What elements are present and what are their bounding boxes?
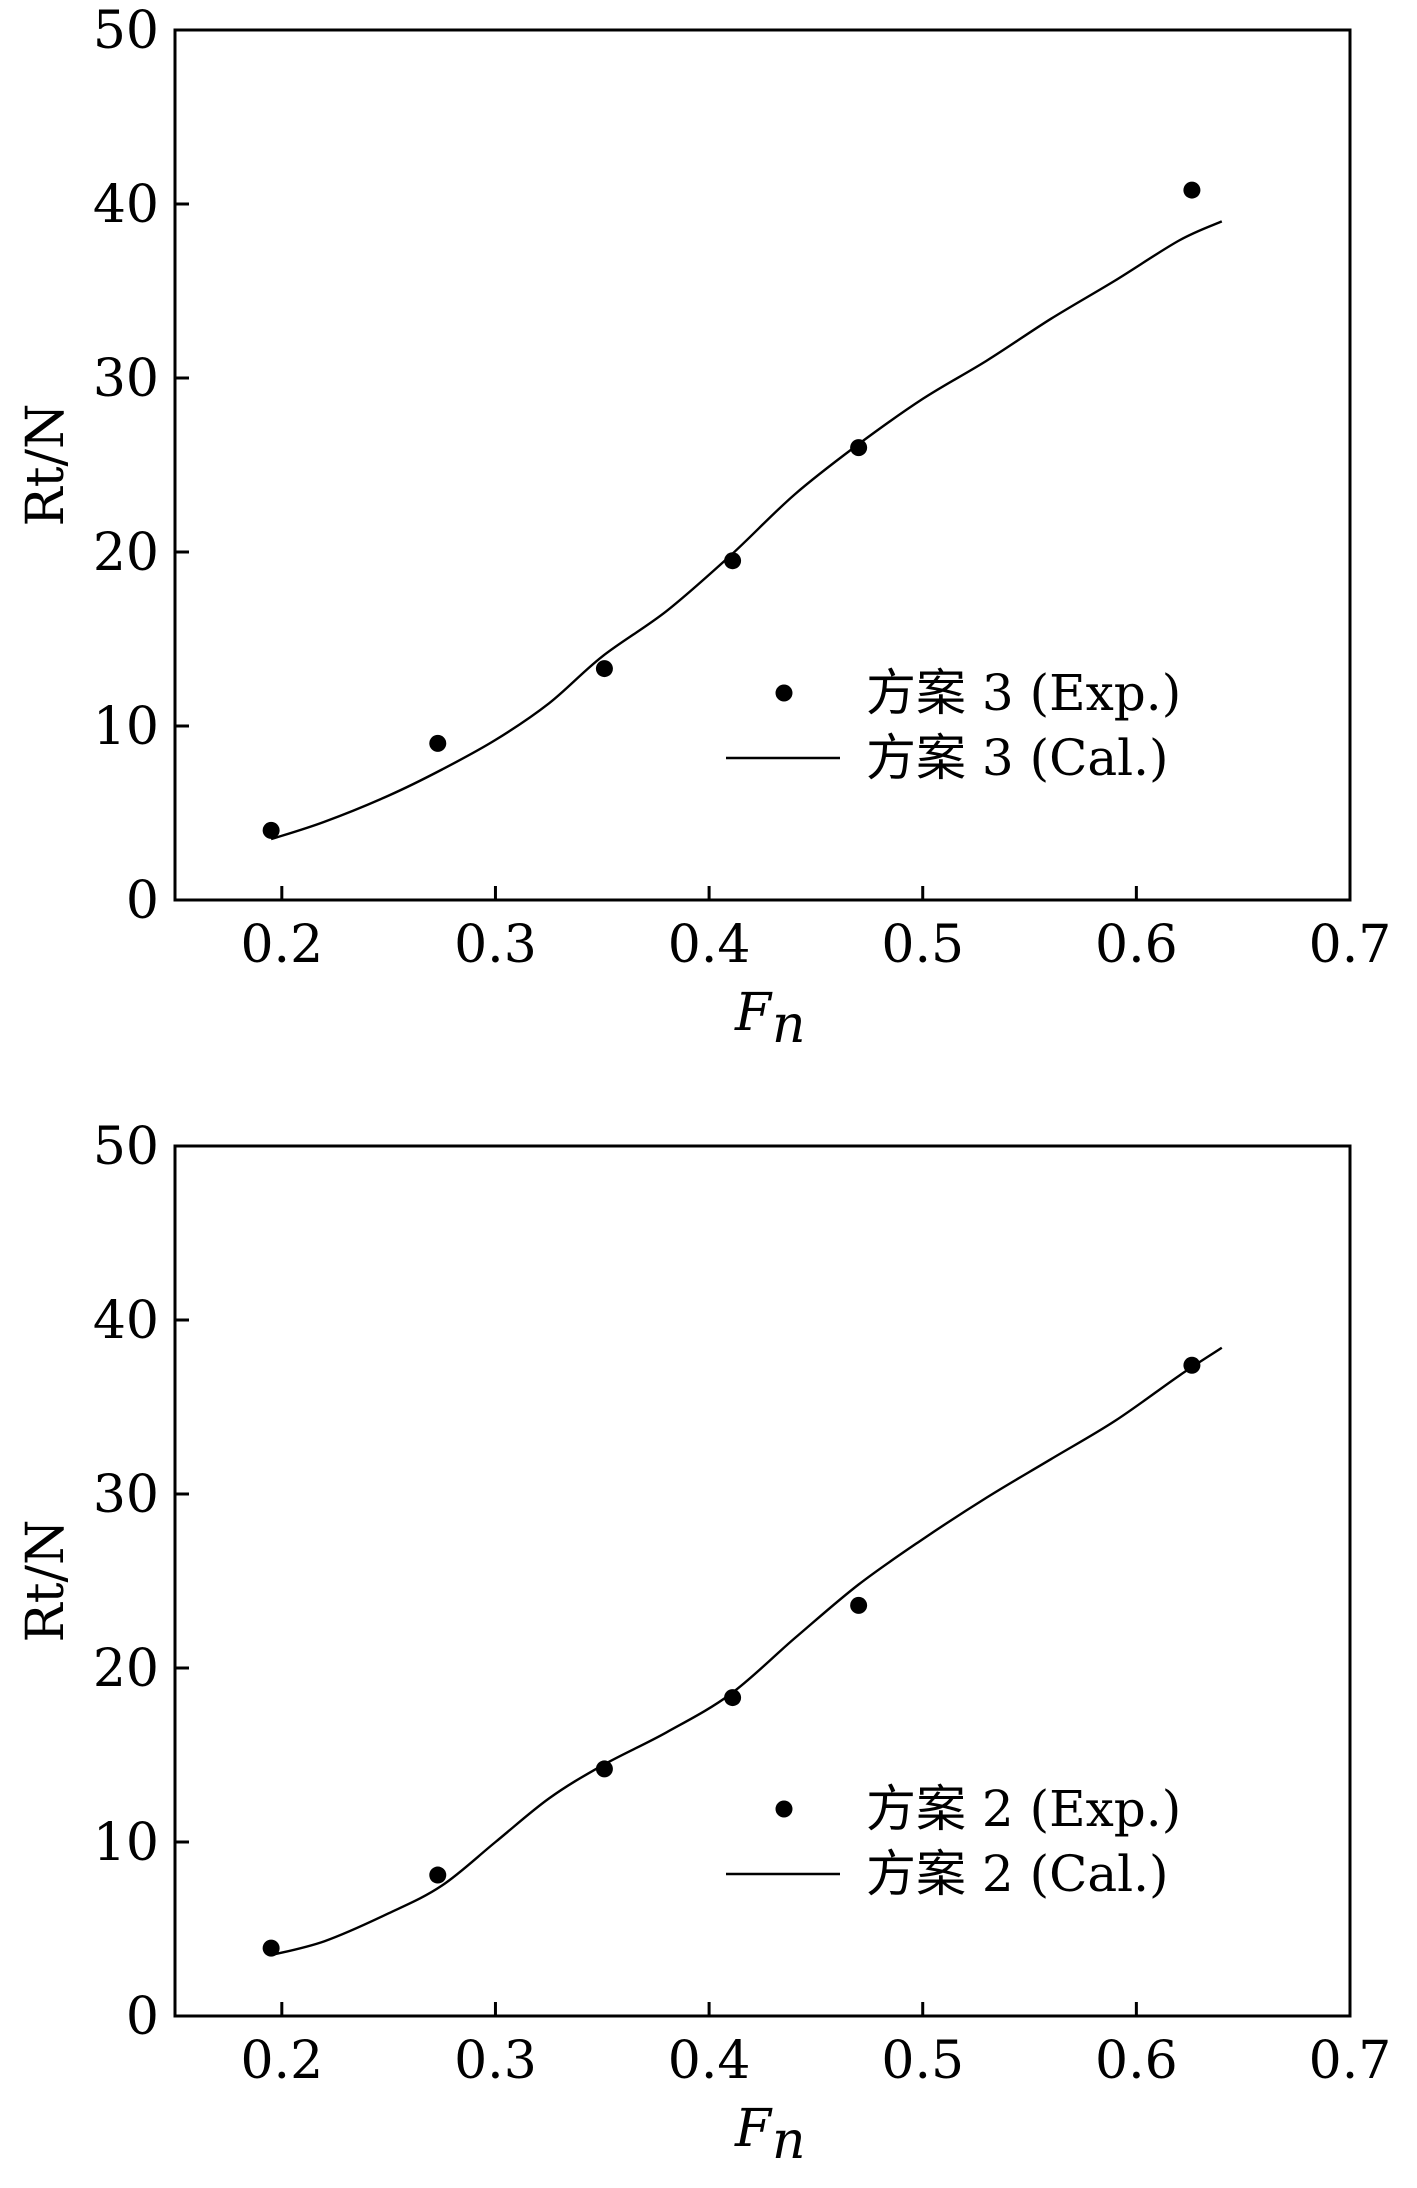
data-point-experimental bbox=[429, 734, 447, 752]
legend-label-calculated: 方案 2 (Cal.) bbox=[866, 1845, 1169, 1903]
x-tick-label: 0.2 bbox=[240, 915, 323, 975]
plot-frame bbox=[173, 28, 1352, 902]
data-point-experimental bbox=[429, 1866, 447, 1884]
legend-marker-experimental bbox=[775, 684, 793, 702]
legend-label-experimental: 方案 3 (Exp.) bbox=[866, 664, 1181, 722]
series-line-calculated bbox=[270, 1346, 1223, 1957]
data-point-experimental bbox=[1183, 181, 1201, 199]
x-tick-label: 0.5 bbox=[881, 2031, 964, 2091]
y-tick-label: 40 bbox=[93, 1291, 159, 1351]
data-point-experimental bbox=[850, 439, 868, 457]
x-tick-label: 0.4 bbox=[668, 915, 751, 975]
data-point-experimental bbox=[595, 660, 613, 678]
y-tick-label: 30 bbox=[93, 1465, 159, 1525]
y-axis-label: Rt/N bbox=[16, 1519, 76, 1642]
x-tick-label: 0.6 bbox=[1095, 915, 1178, 975]
y-tick-label: 20 bbox=[93, 1639, 159, 1699]
x-axis-label-main: F bbox=[734, 983, 773, 1043]
y-tick-label: 0 bbox=[126, 871, 159, 931]
data-point-experimental bbox=[724, 1689, 742, 1707]
x-axis-label-main: F bbox=[734, 2099, 773, 2159]
data-point-experimental bbox=[850, 1596, 868, 1614]
chart-plan-2: 0 10 20 30 40 50 0.2 0.3 0.4 0.5 0.6 0.7 Rt/N F n 方案 2 … bbox=[16, 1117, 1391, 2171]
x-tick-label: 0.5 bbox=[881, 915, 964, 975]
x-tick-label: 0.7 bbox=[1309, 915, 1392, 975]
x-axis-label-subscript: n bbox=[772, 2111, 806, 2171]
x-tick-label: 0.3 bbox=[454, 915, 537, 975]
plot-frame bbox=[173, 1144, 1352, 2018]
y-tick-label: 0 bbox=[126, 1987, 159, 2047]
y-axis-label: Rt/N bbox=[16, 403, 76, 526]
y-tick-label: 10 bbox=[93, 1813, 159, 1873]
data-point-experimental bbox=[262, 821, 280, 839]
y-tick-label: 50 bbox=[93, 1117, 159, 1177]
y-tick-label: 40 bbox=[93, 175, 159, 235]
data-point-experimental bbox=[262, 1939, 280, 1957]
x-tick-label: 0.3 bbox=[454, 2031, 537, 2091]
legend-label-calculated: 方案 3 (Cal.) bbox=[866, 729, 1169, 787]
y-tick-label: 30 bbox=[93, 349, 159, 409]
legend-marker-experimental bbox=[775, 1800, 793, 1818]
data-point-experimental bbox=[724, 552, 742, 570]
y-tick-label: 20 bbox=[93, 523, 159, 583]
x-tick-label: 0.2 bbox=[240, 2031, 323, 2091]
legend-label-experimental: 方案 2 (Exp.) bbox=[866, 1780, 1181, 1838]
y-tick-label: 10 bbox=[93, 697, 159, 757]
x-tick-label: 0.6 bbox=[1095, 2031, 1178, 2091]
data-point-experimental bbox=[1183, 1356, 1201, 1374]
x-tick-label: 0.7 bbox=[1309, 2031, 1392, 2091]
y-tick-label: 50 bbox=[93, 1, 159, 61]
x-tick-label: 0.4 bbox=[668, 2031, 751, 2091]
data-point-experimental bbox=[595, 1760, 613, 1778]
x-axis-label-subscript: n bbox=[772, 995, 806, 1055]
chart-plan-3: 0 10 20 30 40 50 0.2 0.3 0.4 0.5 0.6 0.7 Rt/N F n 方案 3 … bbox=[16, 1, 1391, 1055]
